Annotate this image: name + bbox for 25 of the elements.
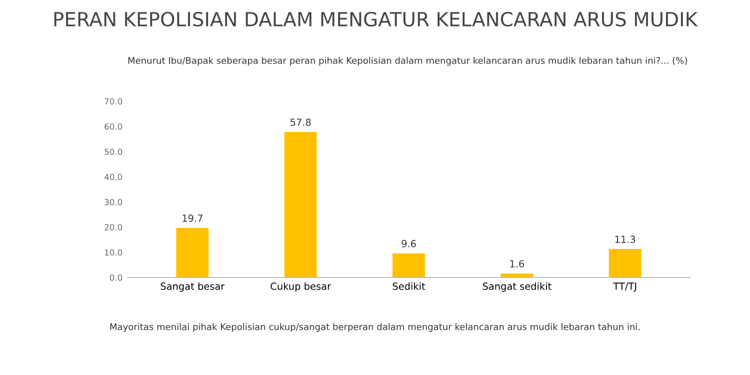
bar bbox=[392, 253, 425, 278]
y-tick-label: 30.0 bbox=[104, 198, 122, 206]
chart-title: PERAN KEPOLISIAN DALAM MENGATUR KELANCARAN ARUS MUDIK bbox=[54, 12, 698, 27]
text: Mayoritas menilai pihak Kepolisian cukup/sangat berperan dalam mengatur kelancaran arus mudik lebaran tahun ini. bbox=[110, 323, 640, 332]
data-label: 57.8 bbox=[290, 118, 311, 126]
y-tick-label: 10.0 bbox=[105, 249, 122, 256]
bar bbox=[284, 132, 317, 278]
x-tick-label: Sangat sedikit bbox=[482, 282, 552, 292]
data-label: 9.6 bbox=[402, 240, 416, 248]
y-tick-label: 0.0 bbox=[110, 274, 122, 281]
y-tick-label: 60.0 bbox=[104, 123, 122, 130]
y-tick-label: 20.0 bbox=[104, 224, 122, 230]
bar bbox=[176, 228, 209, 278]
y-tick-label: 50.0 bbox=[104, 148, 122, 155]
x-tick-label: Sedikit bbox=[392, 282, 426, 290]
data-label: 1.6 bbox=[510, 260, 524, 268]
bar bbox=[608, 249, 642, 278]
y-tick-label: 70.0 bbox=[104, 98, 122, 105]
chart-subtitle: Menurut Ibu/Bapak seberapa besar peran pihak Kepolisian dalam mengatur kelancaran arus mudik lebaran tahun ini?... (%) bbox=[128, 56, 687, 66]
x-tick-label: TT/TJ bbox=[613, 282, 636, 292]
data-label: 19.7 bbox=[182, 214, 202, 222]
x-tick-label: Cukup besar bbox=[270, 282, 332, 292]
x-tick-label: Sangat besar bbox=[160, 282, 225, 292]
data-label: 11.3 bbox=[615, 236, 636, 243]
y-tick-label: 40.0 bbox=[104, 174, 122, 180]
